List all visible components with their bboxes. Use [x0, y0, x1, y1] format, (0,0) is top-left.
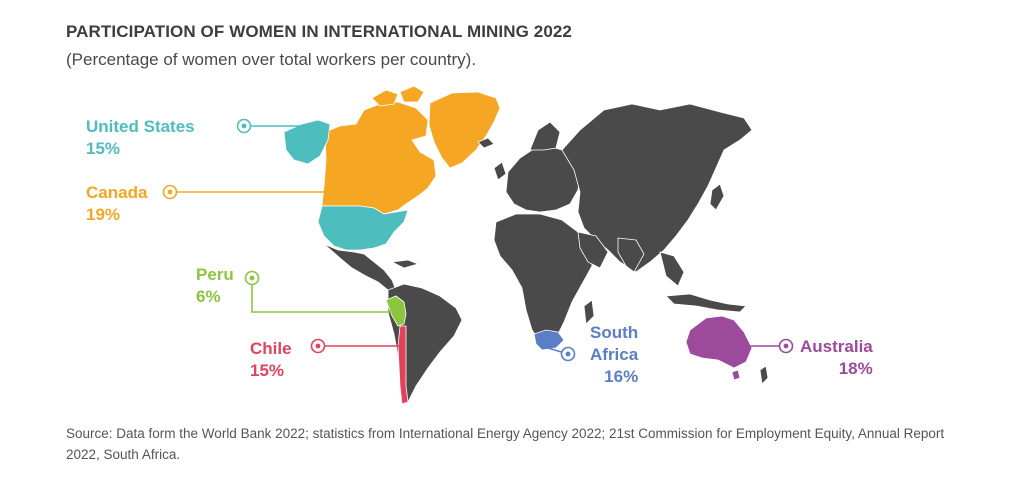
connector-canada — [162, 184, 348, 200]
tasmania-shape — [731, 369, 741, 381]
india-shape — [617, 237, 645, 273]
iceland-shape — [477, 137, 495, 149]
country-value: 15% — [86, 139, 121, 158]
country-value: 15% — [250, 361, 285, 380]
alaska-shape — [283, 119, 331, 165]
label-chile: Chile 15% — [250, 338, 292, 382]
canada-shape — [321, 101, 437, 215]
scandinavia-shape — [529, 121, 561, 151]
canada-island-2-shape — [399, 85, 425, 103]
country-name: Peru — [196, 265, 234, 284]
connector-australia — [742, 338, 794, 354]
usa-shape — [317, 205, 409, 251]
arabia-shape — [577, 231, 609, 269]
connector-us — [236, 118, 318, 134]
australia-shape — [685, 315, 753, 369]
greenland-shape — [428, 91, 501, 169]
country-name-line2: Africa — [590, 345, 639, 364]
country-name: Canada — [86, 183, 148, 202]
label-australia: Australia 18% — [800, 336, 873, 380]
country-value: 19% — [86, 205, 121, 224]
peru-shape — [385, 295, 407, 327]
connector-peru — [244, 270, 392, 313]
label-united-states: United States 15% — [86, 116, 195, 160]
mexico-shape — [323, 243, 397, 291]
country-name: Chile — [250, 339, 292, 358]
label-peru: Peru 6% — [196, 264, 234, 308]
southeast-asia-shape — [659, 251, 685, 287]
chart-title: PARTICIPATION OF WOMEN IN INTERNATIONAL … — [66, 22, 572, 41]
country-value: 16% — [604, 367, 639, 386]
country-name: Australia — [800, 337, 873, 356]
source-note: Source: Data form the World Bank 2022; s… — [66, 426, 945, 462]
africa-shape — [493, 213, 593, 345]
country-value: 6% — [196, 287, 221, 306]
label-canada: Canada 19% — [86, 182, 147, 226]
label-south-africa: South Africa 16% — [590, 322, 638, 388]
indonesia-shape — [665, 293, 747, 313]
madagascar-shape — [583, 299, 595, 325]
connector-south-africa — [547, 346, 576, 362]
new-zealand-shape — [759, 365, 769, 385]
asia-shape — [561, 103, 753, 273]
uk-shape — [493, 161, 507, 181]
south-africa-shape — [533, 329, 565, 351]
japan-shape — [709, 183, 725, 211]
country-name-line1: South — [590, 323, 639, 342]
canada-islands-shape — [371, 89, 399, 107]
caribbean-shape — [390, 259, 420, 269]
south-america-shape — [387, 283, 463, 403]
country-name: United States — [86, 117, 195, 136]
connector-chile — [310, 338, 401, 354]
chart-subtitle: (Percentage of women over total workers … — [66, 50, 477, 69]
country-value: 18% — [838, 359, 873, 378]
